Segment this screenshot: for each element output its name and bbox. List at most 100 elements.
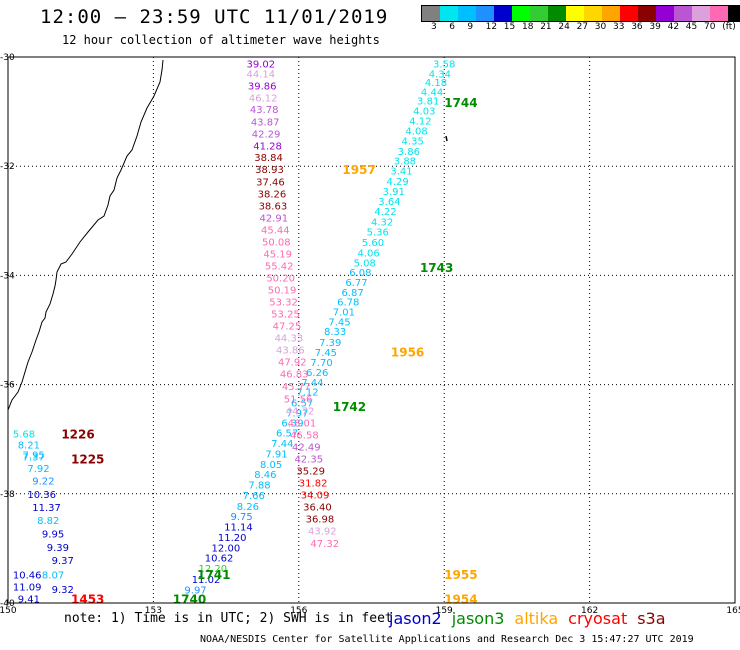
coastline bbox=[7, 59, 164, 411]
wave-height-label-jason3: 11.20 bbox=[218, 533, 247, 544]
colorbar bbox=[421, 5, 740, 22]
wave-height-label-altika: 42.29 bbox=[252, 129, 281, 140]
colorbar-swatch bbox=[440, 6, 458, 21]
colorbar-swatch bbox=[584, 6, 602, 21]
colorbar-label: 36 bbox=[631, 22, 643, 32]
colorbar-swatch bbox=[566, 6, 584, 21]
wave-height-label-altika: 45.77 bbox=[282, 382, 311, 393]
wave-height-label-jason3: 7.39 bbox=[319, 338, 341, 349]
wave-height-label-jason3: 10.62 bbox=[205, 554, 234, 565]
colorbar-swatch bbox=[728, 6, 740, 21]
legend-entry-cryosat: cryosat bbox=[568, 609, 628, 628]
wave-height-label-jason3: 6.57 bbox=[276, 429, 298, 440]
wave-height-label-altika: 53.32 bbox=[269, 298, 298, 309]
wave-height-label-jason3: 6.08 bbox=[349, 268, 371, 279]
wave-height-label-jason3: 7.97 bbox=[286, 408, 308, 419]
wave-height-label-jason3: 5.60 bbox=[362, 238, 384, 249]
wave-height-label-jason3: 4.35 bbox=[402, 137, 424, 148]
wave-height-label-altika: 39.86 bbox=[248, 81, 277, 92]
y-tick-label: -34 bbox=[0, 271, 15, 281]
wave-height-label-jason3: 7.44 bbox=[271, 439, 293, 450]
wave-height-label-altika: 45.44 bbox=[261, 226, 290, 237]
colorbar-label: 12 bbox=[485, 22, 498, 32]
x-tick-label: 153 bbox=[145, 606, 162, 616]
pass-time-label-s3a: 1226 bbox=[61, 428, 94, 442]
wave-height-label-jason3: 3.81 bbox=[417, 97, 439, 108]
wave-height-label-s3a: 10.46 bbox=[13, 571, 42, 582]
pass-time-label-altika: 1956 bbox=[391, 345, 424, 359]
wave-height-label-jason3: 8.46 bbox=[254, 470, 276, 481]
colorbar-swatch bbox=[422, 6, 440, 21]
wave-height-label-jason3: 6.87 bbox=[341, 288, 363, 299]
colorbar-swatch bbox=[548, 6, 566, 21]
satellite-legend: jason2 jason3 altika cryosat s3a bbox=[389, 609, 676, 628]
wave-height-label-jason3: 7.01 bbox=[333, 307, 355, 318]
chart-subtitle: 12 hour collection of altimeter wave hei… bbox=[62, 33, 380, 47]
wave-height-label-altika: 46.83 bbox=[280, 370, 309, 381]
wave-height-marks: 3.584.344.184.443.814.034.124.084.353.86… bbox=[13, 60, 478, 607]
wave-height-label-altika: 55.42 bbox=[265, 262, 294, 273]
colorbar-label: 6 bbox=[449, 22, 455, 32]
wave-height-label-altika: 47.25 bbox=[273, 322, 302, 333]
wave-height-label-altika: 36.40 bbox=[303, 502, 332, 513]
wave-height-label-jason3: 7.88 bbox=[248, 481, 270, 492]
wave-height-label-jason3: 6.78 bbox=[337, 298, 359, 309]
colorbar-label: 45 bbox=[685, 22, 698, 32]
wave-height-label-jason3: 12.20 bbox=[198, 564, 227, 575]
wave-height-label-jason3: 11.02 bbox=[192, 575, 221, 586]
pass-time-label-s3a: 1453 bbox=[71, 593, 104, 607]
wave-height-label-altika: 43.92 bbox=[308, 526, 337, 537]
x-tick-label: 162 bbox=[581, 606, 598, 616]
wave-height-label-jason3: 3.58 bbox=[433, 60, 455, 71]
wave-height-label-s3a: 7.92 bbox=[27, 464, 49, 475]
chart-title: 12:00 – 23:59 UTC 11/01/2019 bbox=[40, 6, 389, 28]
colorbar-swatch bbox=[620, 6, 638, 21]
wave-height-label-altika: 36.98 bbox=[306, 514, 335, 525]
wave-height-label-jason3: 3.86 bbox=[398, 147, 420, 158]
pass-time-label-jason3: 1742 bbox=[333, 400, 366, 414]
wave-height-label-altika: 34.09 bbox=[301, 490, 330, 501]
wave-height-label-s3a: 8.82 bbox=[37, 516, 59, 527]
pass-time-label-s3a: 1225 bbox=[71, 452, 104, 466]
wave-height-label-jason3: 3.91 bbox=[383, 187, 405, 198]
wave-height-label-jason3: 7.44 bbox=[301, 378, 323, 389]
colorbar-label: 42 bbox=[667, 22, 680, 32]
wave-height-label-altika: 42.49 bbox=[292, 442, 321, 453]
wave-height-label-jason3: 9.97 bbox=[184, 585, 206, 596]
wave-height-label-altika: 41.28 bbox=[253, 141, 282, 152]
colorbar-label: 39 bbox=[649, 22, 661, 32]
wave-height-label-altika: 48.01 bbox=[288, 418, 317, 429]
colorbar-swatch bbox=[494, 6, 512, 21]
wave-height-label-altika: 44.14 bbox=[246, 69, 275, 80]
colorbar-label: 70 bbox=[704, 22, 716, 32]
wave-height-label-jason3: 11.14 bbox=[224, 523, 253, 534]
colorbar-label: 21 bbox=[540, 22, 552, 32]
small-island bbox=[445, 135, 448, 142]
wave-height-label-altika: 50.08 bbox=[262, 238, 291, 249]
wave-height-label-jason3: 4.08 bbox=[405, 127, 427, 138]
wave-height-label-altika: 50.19 bbox=[268, 286, 297, 297]
wave-height-label-altika: 53.25 bbox=[271, 310, 300, 321]
wave-height-label-s3a: 9.95 bbox=[42, 530, 64, 541]
wave-height-label-jason3: 12.00 bbox=[212, 543, 241, 554]
x-tick-label: 159 bbox=[436, 606, 453, 616]
pass-time-label-jason3: 1741 bbox=[197, 568, 230, 582]
wave-height-label-jason3: 9.75 bbox=[230, 512, 252, 523]
wave-height-label-jason3: 6.77 bbox=[345, 278, 367, 289]
wave-height-label-altika: 43.87 bbox=[251, 117, 280, 128]
legend-entry-jason3: jason3 bbox=[451, 609, 505, 628]
wave-height-label-jason3: 4.12 bbox=[409, 116, 431, 127]
wave-height-label-altika: 44.33 bbox=[275, 334, 304, 345]
wave-height-label-jason3: 4.03 bbox=[413, 107, 435, 118]
wave-height-label-s3a: 8.07 bbox=[42, 571, 64, 582]
y-tick-label: -38 bbox=[0, 490, 15, 500]
wave-height-label-altika: 51.56 bbox=[284, 394, 313, 405]
axis-ticks: 150 153 156 159 162 165 -30 -32 -34 -36 -38 -40 bbox=[0, 53, 740, 616]
wave-height-label-altika: 47.32 bbox=[310, 539, 339, 550]
wave-height-label-altika: 37.46 bbox=[256, 177, 285, 188]
wave-height-label-jason3: 4.06 bbox=[357, 248, 379, 259]
wave-height-label-jason3: 4.18 bbox=[425, 78, 447, 89]
colorbar-swatch bbox=[674, 6, 692, 21]
wave-height-label-s3a: 7.95 bbox=[23, 450, 45, 461]
wave-height-label-jason3: 7.91 bbox=[265, 449, 287, 460]
